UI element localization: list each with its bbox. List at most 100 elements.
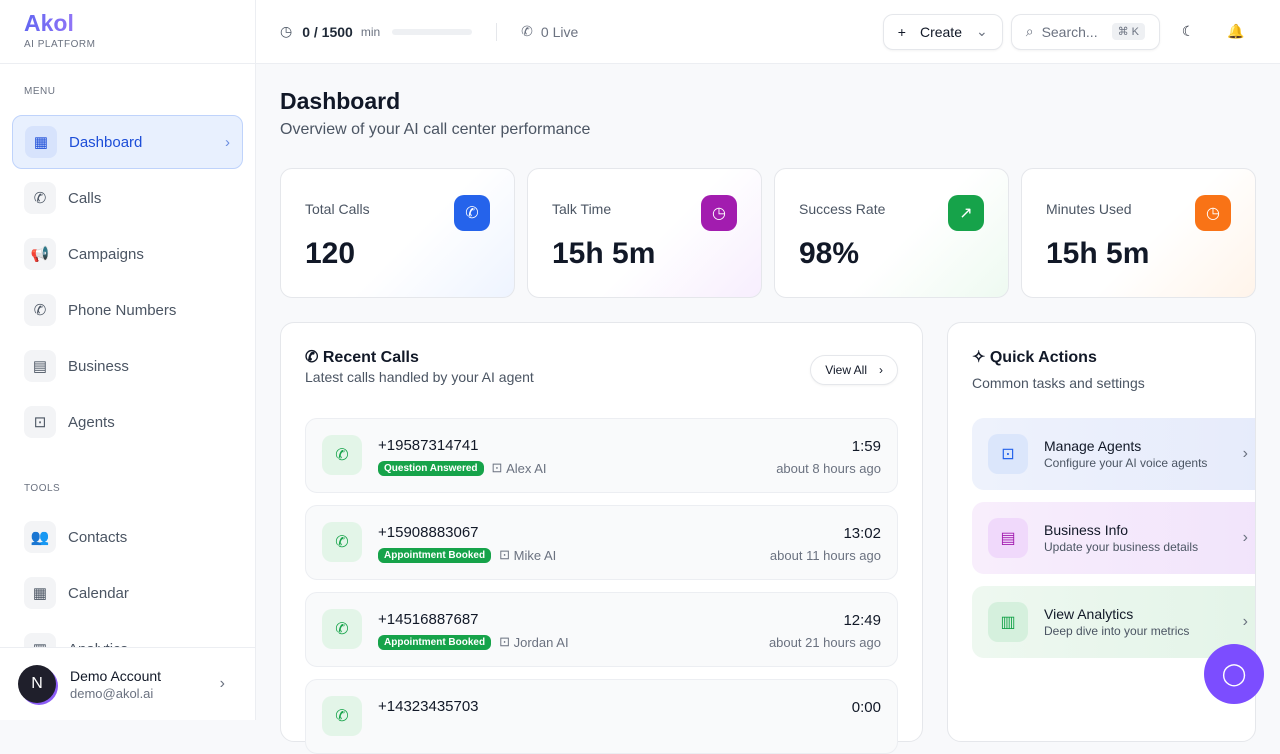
chevron-down-icon: ⌄ [975, 23, 988, 39]
usage-unit: min [360, 24, 381, 39]
sidebar-item-agents[interactable]: ⊡ Agents [12, 395, 243, 449]
building-icon: ▤ [24, 350, 56, 382]
sidebar-item-dashboard[interactable]: ▦ Dashboard › [12, 115, 243, 169]
chat-bubble-icon: ◯ [1221, 661, 1247, 686]
bar-chart-icon: ▥ [988, 602, 1028, 642]
sidebar-item-calendar[interactable]: ▦ Calendar [12, 566, 243, 620]
status-badge: Question Answered [378, 460, 484, 476]
sidebar: Akol AI PLATFORM MENU ▦ Dashboard › ✆ Calls… [0, 0, 256, 720]
sidebar-item-contacts[interactable]: 👥 Contacts [12, 510, 243, 564]
page-title: Dashboard [280, 88, 401, 114]
call-duration: 12:49 [843, 612, 881, 629]
bot-icon: ⊡ [988, 434, 1028, 474]
sparkles-icon: ✧ [972, 349, 990, 366]
phone-icon: ✆ [24, 294, 56, 326]
megaphone-icon: 📢 [24, 238, 56, 270]
plus-icon: + [897, 23, 906, 40]
agent-name: Alex AI [506, 460, 547, 476]
phone-incoming-icon: ✆ [322, 609, 362, 649]
call-duration: 1:59 [851, 438, 881, 455]
stat-value: 120 [305, 237, 356, 270]
stat-value: 15h 5m [552, 237, 656, 270]
chevron-right-icon: › [1242, 613, 1248, 630]
logo[interactable]: Akol AI PLATFORM [0, 0, 255, 64]
quick-action-title: Business Info [1044, 522, 1129, 538]
stat-label: Success Rate [799, 201, 886, 217]
status-badge: Appointment Booked [378, 634, 492, 650]
bell-icon[interactable]: 🔔 [1227, 23, 1245, 39]
page-header: Dashboard Overview of your AI call cente… [280, 88, 590, 139]
create-label: Create [919, 23, 962, 40]
sidebar-item-campaigns[interactable]: 📢 Campaigns [12, 227, 243, 281]
phone-incoming-icon: ✆ [322, 696, 362, 736]
call-number: +14323435703 [378, 698, 479, 715]
call-time: about 21 hours ago [768, 635, 881, 650]
status-badge: Appointment Booked [378, 547, 492, 563]
grid-icon: ▦ [25, 126, 57, 158]
search-placeholder: Search... [1041, 23, 1098, 40]
quick-actions-title: Quick Actions [989, 349, 1097, 366]
users-icon: 👥 [24, 521, 56, 553]
sidebar-item-business[interactable]: ▤ Business [12, 339, 243, 393]
brand-name: Akol [24, 10, 231, 37]
nav-label: Calls [68, 189, 102, 207]
quick-action-desc: Update your business details [1044, 540, 1199, 554]
quick-actions-subtitle: Common tasks and settings [972, 375, 1145, 391]
call-row[interactable]: ✆ +14323435703 0:00 [305, 679, 898, 754]
quick-action-view-analytics[interactable]: ▥ View Analytics Deep dive into your metri… [972, 586, 1255, 658]
phone-icon: ✆ [24, 182, 56, 214]
usage-value: 0 / 1500 [302, 23, 353, 40]
call-number: +14516887687 [378, 611, 479, 628]
bot-icon: ⊡ [491, 460, 507, 475]
agent-name: Mike AI [513, 547, 557, 563]
moon-icon[interactable]: ☾ [1181, 23, 1195, 39]
stat-value: 98% [799, 237, 860, 270]
usage-progress-bar [392, 28, 473, 35]
quick-action-title: View Analytics [1044, 606, 1134, 622]
call-time: about 8 hours ago [776, 461, 881, 476]
recent-calls-card: ✆ Recent Calls Latest calls handled by y… [280, 322, 923, 754]
quick-action-business-info[interactable]: ▤ Business Info Update your business detai… [972, 502, 1255, 574]
quick-action-desc: Configure your AI voice agents [1044, 456, 1208, 470]
quick-action-manage-agents[interactable]: ⊡ Manage Agents Configure your AI voice ag… [972, 418, 1255, 490]
nav-label: Campaigns [68, 245, 144, 263]
view-all-label: View All [825, 363, 867, 377]
call-row[interactable]: ✆ +15908883067 Appointment Booked ⊡ Mike AI… [305, 505, 898, 580]
stat-card: Total Calls 120 ✆ [280, 168, 515, 298]
tools-section-label: TOOLS [24, 483, 61, 494]
building-icon: ▤ [988, 518, 1028, 558]
page-subtitle: Overview of your AI call center performa… [280, 121, 591, 138]
stat-label: Talk Time [552, 201, 612, 217]
stat-label: Minutes Used [1046, 201, 1132, 217]
call-row[interactable]: ✆ +14516887687 Appointment Booked ⊡ Jordan … [305, 592, 898, 667]
phone-icon: ✆ [454, 195, 490, 231]
chat-button[interactable]: ◯ [1204, 644, 1264, 704]
avatar: N [18, 665, 56, 703]
account-email: demo@akol.ai [70, 685, 154, 701]
bot-icon: ⊡ [499, 634, 514, 649]
quick-action-desc: Deep dive into your metrics [1044, 624, 1190, 638]
view-all-button[interactable]: View All › [810, 355, 898, 385]
nav-label: Contacts [68, 528, 128, 546]
stat-value: 15h 5m [1046, 237, 1150, 270]
search-input[interactable]: ⌕ Search... ⌘ K [1010, 13, 1160, 50]
call-time: about 11 hours ago [769, 548, 881, 563]
topbar: ◷ 0 / 1500 min ✆ 0 Live + Create ⌄ ⌕ Search… [256, 0, 1280, 64]
account-menu[interactable]: N Demo Account demo@akol.ai › [0, 647, 255, 720]
quick-actions-card: ✧ Quick Actions Common tasks and setting… [947, 322, 1256, 742]
recent-calls-title: Recent Calls [322, 349, 419, 366]
create-button[interactable]: + Create ⌄ [882, 13, 1003, 50]
phone-icon: ✆ [305, 349, 323, 366]
nav-label: Phone Numbers [68, 301, 177, 319]
recent-calls-subtitle: Latest calls handled by your AI agent [305, 369, 534, 385]
sidebar-item-phone-numbers[interactable]: ✆ Phone Numbers [12, 283, 243, 337]
nav-label: Business [68, 357, 129, 375]
call-number: +19587314741 [378, 437, 479, 454]
nav-label: Calendar [68, 584, 129, 602]
call-row[interactable]: ✆ +19587314741 Question Answered ⊡ Alex AI 1… [305, 418, 898, 493]
stat-label: Total Calls [305, 201, 370, 217]
sidebar-item-calls[interactable]: ✆ Calls [12, 171, 243, 225]
clock-icon: ◷ [1195, 195, 1231, 231]
account-name: Demo Account [70, 667, 162, 684]
chevron-right-icon: › [1242, 529, 1248, 546]
